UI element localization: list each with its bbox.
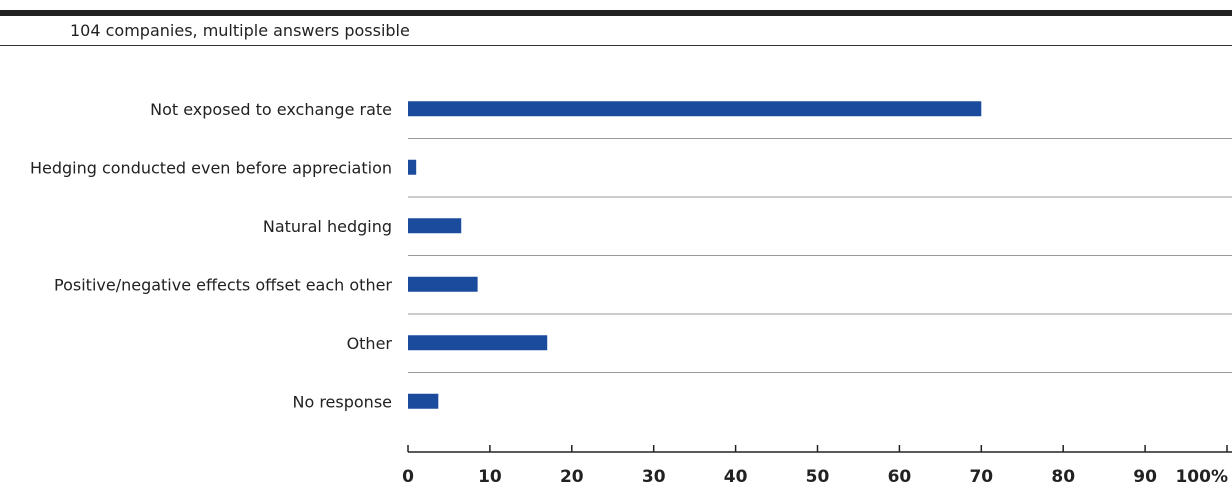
category-label: Positive/negative effects offset each ot… <box>54 275 392 294</box>
x-tick-label: 70 <box>969 467 993 487</box>
bar <box>408 276 478 292</box>
x-tick-label: 90 <box>1133 467 1157 487</box>
bar <box>408 218 462 234</box>
chart-subtitle: 104 companies, multiple answers possible <box>70 21 410 40</box>
bar <box>408 159 417 175</box>
x-tick-label: 100% <box>1175 467 1228 487</box>
bar <box>408 101 982 117</box>
x-tick-label: 80 <box>1051 467 1075 487</box>
x-tick-label: 50 <box>806 467 830 487</box>
category-label: No response <box>292 392 392 411</box>
x-tick-label: 20 <box>560 467 584 487</box>
category-label: Hedging conducted even before appreciati… <box>30 158 392 177</box>
bar <box>408 335 548 351</box>
category-label: Natural hedging <box>263 217 392 236</box>
bar <box>408 393 439 409</box>
x-tick-label: 40 <box>724 467 748 487</box>
x-tick-label: 60 <box>888 467 912 487</box>
x-tick-label: 0 <box>402 467 414 487</box>
subtitle-rule <box>0 45 1232 46</box>
x-tick-label: 30 <box>642 467 666 487</box>
category-label: Not exposed to exchange rate <box>150 100 392 119</box>
category-label: Other <box>347 334 393 353</box>
top-rule <box>0 10 1232 16</box>
x-tick-label: 10 <box>478 467 502 487</box>
